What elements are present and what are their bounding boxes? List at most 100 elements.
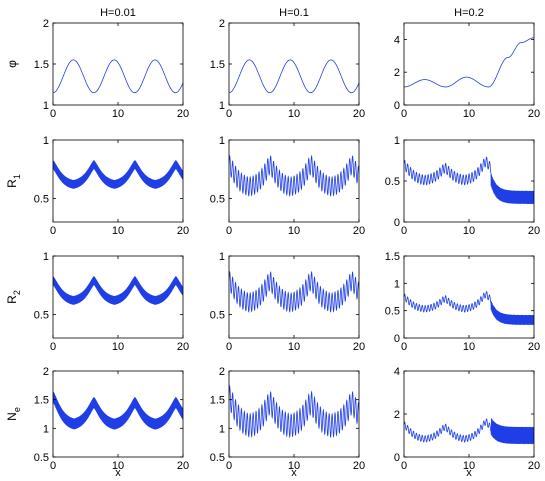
axes-box — [228, 255, 360, 339]
subplot: 0 10 20 1 1.5 2 — [210, 18, 365, 120]
row-ylabel-sub: e — [12, 407, 22, 412]
column-title: H=0.2 — [454, 7, 484, 19]
y-tick-label: 0 — [394, 333, 400, 345]
x-axis-label: x — [466, 467, 472, 479]
y-tick-label: 4 — [394, 34, 400, 46]
x-tick-label: 20 — [353, 460, 365, 472]
y-tick-label: 0.5 — [210, 194, 225, 206]
y-tick-label: 1 — [43, 251, 49, 263]
y-tick-label: 0.5 — [210, 310, 225, 322]
axes-box — [228, 22, 360, 106]
x-tick-label: 10 — [463, 108, 475, 120]
subplot: 0 10 20 0.5 1 1.5 2 — [210, 366, 365, 472]
series-line — [229, 270, 359, 313]
axes-box — [52, 370, 184, 458]
x-tick-label: 0 — [50, 460, 56, 472]
y-tick-label: 1 — [394, 278, 400, 290]
x-tick-label: 0 — [50, 341, 56, 353]
y-tick-label: 2 — [43, 366, 49, 378]
y-tick-label: 0.5 — [210, 452, 225, 464]
y-tick-label: 0.5 — [34, 194, 49, 206]
y-tick-label: 1 — [43, 135, 49, 147]
x-tick-label: 0 — [401, 460, 407, 472]
x-tick-label: 20 — [528, 108, 540, 120]
x-tick-label: 20 — [177, 108, 189, 120]
y-tick-label: 1 — [43, 423, 49, 435]
x-tick-label: 0 — [226, 108, 232, 120]
y-tick-label: 0 — [394, 217, 400, 229]
x-tick-label: 10 — [288, 341, 300, 353]
column-title: H=0.01 — [100, 7, 136, 19]
subplot: 0 10 20 0 2 4 — [394, 22, 540, 120]
series-band — [53, 276, 183, 305]
x-tick-label: 20 — [177, 225, 189, 237]
series-band — [53, 160, 183, 189]
x-tick-label: 20 — [353, 225, 365, 237]
x-tick-label: 0 — [401, 341, 407, 353]
x-tick-label: 0 — [226, 225, 232, 237]
series-line — [229, 385, 359, 439]
y-tick-label: 1 — [394, 135, 400, 147]
x-tick-label: 10 — [112, 225, 124, 237]
y-tick-label: 2 — [394, 409, 400, 421]
y-tick-label: 0 — [394, 100, 400, 112]
y-tick-label: 1 — [219, 251, 225, 263]
row-ylabel-main: φ — [5, 60, 19, 68]
x-tick-label: 0 — [50, 108, 56, 120]
row-ylabel-main: N — [5, 412, 19, 421]
x-tick-label: 10 — [288, 460, 300, 472]
y-tick-label: 2 — [43, 18, 49, 30]
subplot: 0 10 20 0.5 1 1.5 2 — [34, 366, 189, 472]
y-tick-label: 1 — [219, 100, 225, 112]
subplot: 0 10 20 0.5 1 — [210, 251, 365, 353]
y-tick-label: 1.5 — [385, 251, 400, 263]
axes-box — [403, 255, 535, 339]
x-tick-label: 10 — [288, 225, 300, 237]
subplot: 0 10 20 0.5 1 — [210, 135, 365, 237]
y-tick-label: 2 — [219, 366, 225, 378]
x-tick-label: 0 — [226, 341, 232, 353]
y-tick-label: 0.5 — [385, 176, 400, 188]
x-tick-label: 0 — [226, 460, 232, 472]
y-tick-label: 1 — [219, 135, 225, 147]
subplot: 0 10 20 0 0.5 1 1.5 — [385, 251, 540, 353]
y-tick-label: 0.5 — [385, 306, 400, 318]
x-tick-label: 10 — [288, 108, 300, 120]
series-line — [229, 154, 359, 197]
y-tick-label: 1.5 — [34, 395, 49, 407]
y-tick-label: 1 — [219, 423, 225, 435]
subplot: 0 10 20 0.5 1 — [34, 135, 189, 237]
series-line — [229, 59, 359, 94]
x-tick-label: 20 — [353, 341, 365, 353]
y-tick-label: 1 — [43, 100, 49, 112]
x-tick-label: 20 — [353, 108, 365, 120]
row-ylabel: Ne — [5, 407, 22, 421]
row-ylabel-sub: 1 — [12, 174, 22, 179]
y-tick-label: 2 — [219, 18, 225, 30]
y-tick-label: 1.5 — [210, 59, 225, 71]
series-band — [53, 391, 183, 430]
x-tick-label: 0 — [401, 108, 407, 120]
series-line — [404, 291, 534, 325]
x-tick-label: 20 — [177, 460, 189, 472]
y-tick-label: 1.5 — [210, 395, 225, 407]
axes-box — [403, 22, 535, 106]
y-tick-label: 0.5 — [34, 310, 49, 322]
x-tick-label: 20 — [528, 460, 540, 472]
column-title: H=0.1 — [279, 7, 309, 19]
axes-box — [228, 139, 360, 223]
series-line — [404, 418, 534, 445]
y-tick-label: 4 — [394, 366, 400, 378]
axes-box — [52, 22, 184, 106]
subplot: 0 10 20 0 0.5 1 — [385, 135, 540, 237]
row-ylabel: φ — [5, 60, 19, 68]
x-tick-label: 0 — [50, 225, 56, 237]
x-tick-label: 10 — [112, 341, 124, 353]
subplot: 0 10 20 0.5 1 — [34, 251, 189, 353]
x-tick-label: 20 — [528, 341, 540, 353]
x-tick-label: 10 — [112, 108, 124, 120]
x-tick-label: 20 — [177, 341, 189, 353]
x-tick-label: 20 — [528, 225, 540, 237]
row-ylabel-sub: 2 — [12, 290, 22, 295]
